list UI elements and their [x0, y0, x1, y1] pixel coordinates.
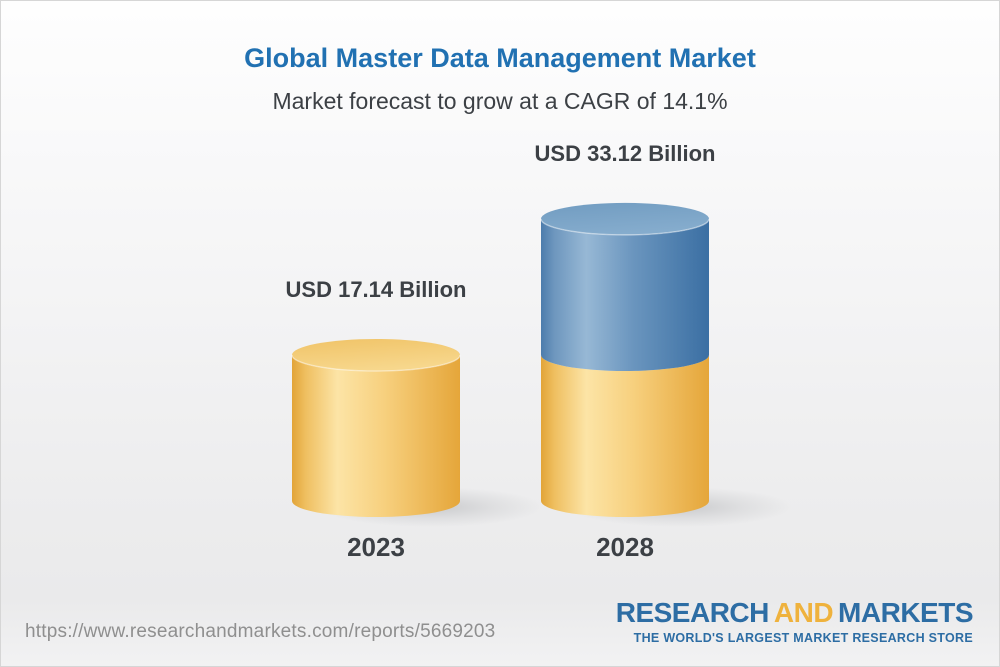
cylinder-cap-rim-highlight-2023 [291, 354, 461, 372]
year-label-2023: 2023 [347, 532, 405, 562]
page-title: Global Master Data Management Market [244, 43, 756, 73]
cylinder-cap-2028 [541, 202, 709, 235]
cylinder-segment-2023-gold [292, 355, 460, 517]
logo-word-research: RESEARCH [615, 597, 770, 628]
logo-word-and: AND [773, 597, 834, 628]
logo-word-markets: MARKETS [838, 597, 973, 628]
cylinder-cap-rim-highlight-2028 [540, 218, 710, 236]
cylinder-segment-2028-blue [541, 218, 709, 371]
research-and-markets-logo: RESEARCH AND MARKETS THE WORLD'S LARGEST M… [615, 597, 974, 646]
logo-wordmark: RESEARCH AND MARKETS [615, 597, 974, 628]
logo-tagline: THE WORLD'S LARGEST MARKET RESEARCH STOR… [633, 631, 973, 645]
year-label-2028: 2028 [596, 532, 654, 562]
cylinder-cap-2023 [292, 339, 460, 371]
page-subtitle: Market forecast to grow at a CAGR of 14.… [272, 88, 728, 114]
report-url-text: https://www.researchandmarkets.com/repor… [25, 621, 496, 642]
value-label-2023: USD 17.14 Billion [285, 277, 467, 302]
value-label-2028: USD 33.12 Billion [534, 140, 716, 166]
cylinder-segment-2028-gold [541, 355, 709, 517]
